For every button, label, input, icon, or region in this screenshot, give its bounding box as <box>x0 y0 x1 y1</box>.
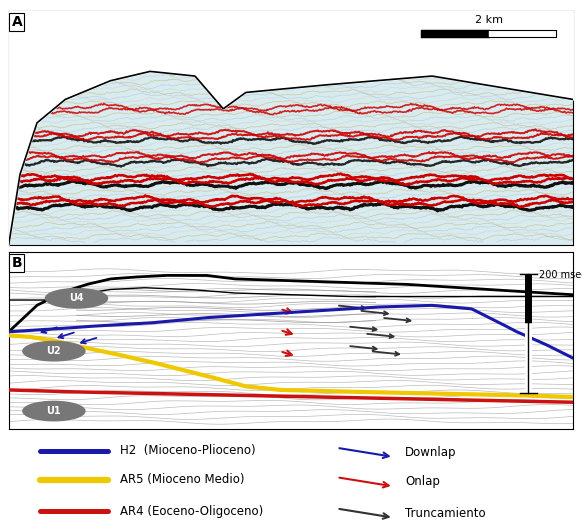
Circle shape <box>23 401 85 421</box>
Text: U2: U2 <box>47 346 61 356</box>
Text: 200 mseg: 200 mseg <box>540 270 582 280</box>
Text: A: A <box>12 15 22 29</box>
Text: AR4 (Eoceno-Oligoceno): AR4 (Eoceno-Oligoceno) <box>120 505 263 518</box>
Text: 2 km: 2 km <box>474 15 503 25</box>
Text: H2  (Mioceno-Plioceno): H2 (Mioceno-Plioceno) <box>120 444 255 457</box>
Text: Downlap: Downlap <box>405 446 456 459</box>
Text: Truncamiento: Truncamiento <box>405 507 486 520</box>
Text: AR5 (Mioceno Medio): AR5 (Mioceno Medio) <box>120 473 244 487</box>
Text: B: B <box>12 256 22 270</box>
Circle shape <box>23 341 85 361</box>
Text: U1: U1 <box>47 406 61 416</box>
Text: U4: U4 <box>69 294 84 304</box>
Circle shape <box>45 289 108 308</box>
Text: Onlap: Onlap <box>405 476 440 488</box>
